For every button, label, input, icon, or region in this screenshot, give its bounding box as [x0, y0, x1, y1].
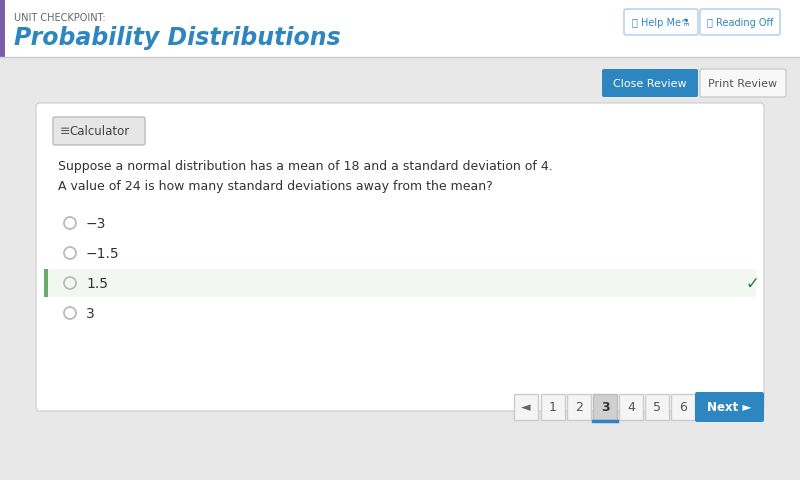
- FancyBboxPatch shape: [700, 10, 780, 36]
- Text: Calculator: Calculator: [69, 125, 129, 138]
- Text: 6: 6: [679, 401, 687, 414]
- FancyBboxPatch shape: [567, 394, 591, 420]
- FancyBboxPatch shape: [593, 394, 617, 420]
- Text: Print Review: Print Review: [709, 79, 778, 89]
- Bar: [44, 269, 48, 298]
- Text: 4: 4: [627, 401, 635, 414]
- FancyBboxPatch shape: [700, 70, 786, 98]
- Text: Suppose a normal distribution has a mean of 18 and a standard deviation of 4.: Suppose a normal distribution has a mean…: [58, 160, 553, 173]
- FancyBboxPatch shape: [671, 394, 695, 420]
- FancyBboxPatch shape: [514, 394, 538, 420]
- Text: ✓: ✓: [745, 275, 759, 292]
- FancyBboxPatch shape: [0, 58, 800, 480]
- FancyBboxPatch shape: [541, 394, 565, 420]
- Text: UNIT CHECKPOINT:: UNIT CHECKPOINT:: [14, 13, 106, 23]
- FancyBboxPatch shape: [602, 70, 698, 98]
- FancyBboxPatch shape: [624, 10, 698, 36]
- FancyBboxPatch shape: [645, 394, 669, 420]
- Text: −3: −3: [86, 216, 106, 230]
- FancyBboxPatch shape: [44, 269, 756, 298]
- Text: 2: 2: [575, 401, 583, 414]
- Text: Close Review: Close Review: [613, 79, 687, 89]
- Text: 👋 Help Me⚗: 👋 Help Me⚗: [632, 18, 690, 28]
- Text: A value of 24 is how many standard deviations away from the mean?: A value of 24 is how many standard devia…: [58, 180, 493, 192]
- Text: ◄: ◄: [521, 401, 531, 414]
- Text: −1.5: −1.5: [86, 247, 120, 261]
- Text: 3: 3: [86, 306, 94, 320]
- Text: 3: 3: [601, 401, 610, 414]
- Text: 1: 1: [549, 401, 557, 414]
- Text: 5: 5: [653, 401, 661, 414]
- FancyBboxPatch shape: [0, 0, 5, 58]
- Text: 🎧 Reading Off: 🎧 Reading Off: [707, 18, 773, 28]
- Text: Probability Distributions: Probability Distributions: [14, 26, 341, 50]
- FancyBboxPatch shape: [619, 394, 643, 420]
- Text: ≡: ≡: [60, 125, 70, 138]
- FancyBboxPatch shape: [0, 0, 800, 58]
- FancyBboxPatch shape: [36, 104, 764, 411]
- Text: Next ►: Next ►: [707, 401, 751, 414]
- FancyBboxPatch shape: [53, 118, 145, 146]
- FancyBboxPatch shape: [695, 392, 764, 422]
- Text: 1.5: 1.5: [86, 276, 108, 290]
